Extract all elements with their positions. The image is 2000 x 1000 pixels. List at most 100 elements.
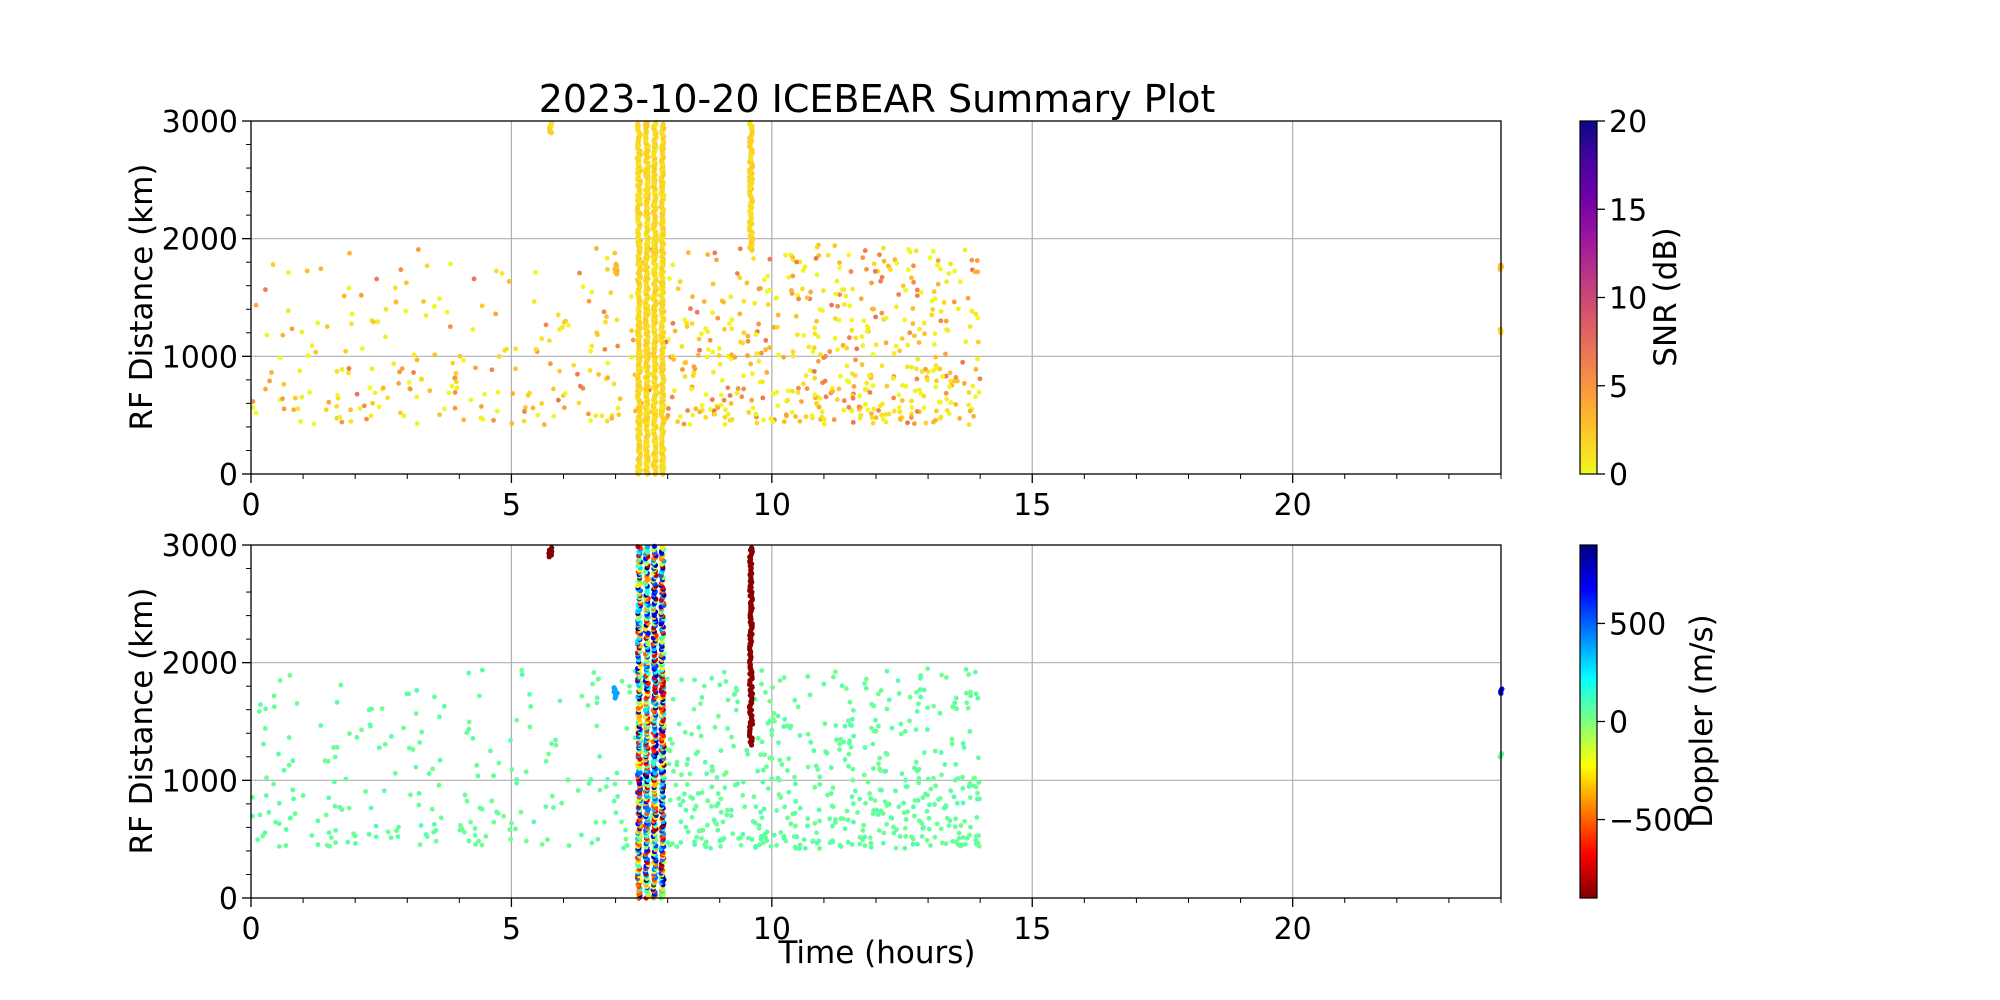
data-point: [604, 255, 610, 261]
data-point: [849, 842, 855, 847]
data-point: [291, 796, 296, 802]
data-point: [752, 300, 758, 306]
data-point: [674, 844, 680, 850]
data-point: [917, 687, 923, 692]
data-point: [870, 766, 876, 771]
data-point: [876, 828, 882, 833]
data-point: [870, 383, 876, 389]
data-point: [689, 731, 695, 737]
data-point: [823, 394, 829, 400]
data-point: [868, 840, 874, 846]
data-point: [763, 347, 768, 353]
data-point: [867, 835, 873, 841]
data-point: [795, 704, 801, 710]
snr-panel-ticks: 0 5 10 15 20 0 1000 2000 3000: [162, 105, 1502, 523]
data-point: [811, 748, 817, 754]
data-point: [913, 759, 919, 765]
data-point: [666, 406, 671, 411]
data-point: [812, 331, 818, 337]
data-point: [541, 422, 547, 427]
data-point: [877, 252, 882, 258]
data-point: [555, 312, 561, 318]
data-point: [403, 280, 409, 286]
data-point: [849, 794, 855, 800]
data-point: [549, 545, 555, 551]
data-point: [870, 811, 876, 817]
data-point: [270, 262, 276, 267]
data-point: [539, 841, 545, 847]
data-point: [787, 725, 793, 731]
data-point: [864, 380, 870, 386]
data-point: [470, 327, 476, 332]
data-point: [604, 784, 609, 790]
data-point: [718, 402, 724, 408]
data-point: [783, 838, 789, 844]
data-point: [943, 318, 949, 324]
data-point: [830, 839, 836, 845]
data-point: [681, 421, 687, 427]
data-point: [878, 688, 884, 693]
data-point: [928, 786, 934, 792]
data-point: [953, 695, 959, 701]
data-point: [790, 349, 796, 355]
data-point: [452, 375, 458, 381]
data-point: [604, 314, 609, 320]
data-point: [705, 347, 711, 352]
data-point: [688, 794, 693, 800]
data-point: [682, 317, 688, 323]
data-point: [809, 413, 815, 419]
data-point: [348, 407, 354, 413]
data-point: [934, 378, 939, 384]
data-point: [357, 406, 363, 411]
data-point: [827, 349, 833, 354]
x-tick-label: 0: [241, 488, 260, 523]
data-point: [760, 395, 766, 401]
data-point: [666, 761, 672, 767]
data-point: [408, 792, 413, 798]
y-tick-label: 3000: [162, 105, 238, 140]
data-point: [280, 396, 285, 402]
data-point: [585, 703, 591, 708]
data-point: [943, 390, 949, 396]
data-point: [954, 800, 960, 806]
data-point: [612, 250, 618, 256]
data-point: [810, 349, 816, 355]
data-point: [593, 246, 599, 251]
data-point: [629, 354, 634, 360]
data-point: [394, 828, 399, 834]
data-point: [867, 390, 873, 395]
data-point: [814, 830, 819, 836]
data-point: [889, 725, 895, 731]
data-point: [761, 277, 767, 283]
data-point: [429, 806, 435, 812]
data-point: [513, 826, 518, 832]
data-point: [797, 418, 803, 424]
data-point: [884, 668, 890, 674]
data-point: [549, 741, 554, 747]
data-point: [717, 682, 723, 688]
data-point: [510, 391, 515, 396]
data-point: [266, 810, 272, 815]
data-point: [283, 827, 289, 832]
data-point: [964, 700, 970, 706]
data-point: [899, 336, 905, 341]
data-point: [891, 351, 897, 356]
data-point: [814, 244, 820, 250]
data-point: [914, 376, 920, 382]
data-point: [263, 287, 268, 293]
data-point: [821, 417, 827, 422]
data-point: [933, 783, 939, 789]
data-point: [898, 721, 904, 727]
data-point: [933, 366, 939, 371]
data-point: [876, 761, 882, 767]
data-point: [318, 266, 324, 272]
data-point: [833, 291, 839, 297]
data-point: [729, 317, 735, 323]
data-point: [627, 689, 633, 695]
data-point: [729, 352, 735, 358]
data-point: [763, 690, 768, 695]
data-point: [375, 319, 381, 325]
data-point: [863, 402, 868, 407]
data-point: [514, 780, 520, 786]
data-point: [949, 736, 955, 742]
